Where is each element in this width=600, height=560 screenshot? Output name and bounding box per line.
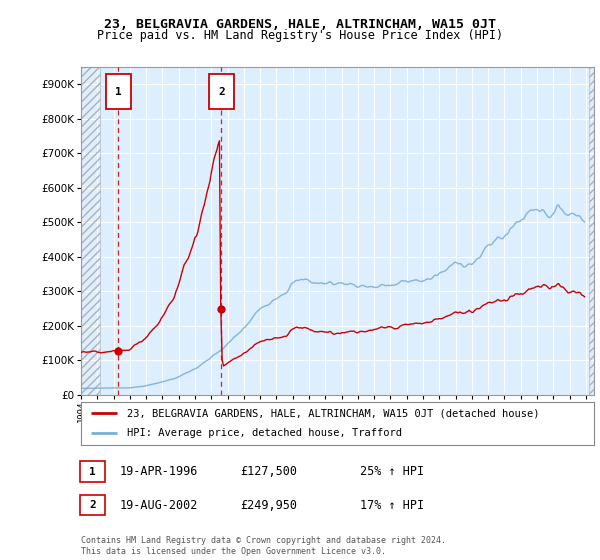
Text: 1: 1 [89,466,96,477]
Text: 17% ↑ HPI: 17% ↑ HPI [360,498,424,512]
Text: 19-APR-1996: 19-APR-1996 [120,465,199,478]
Text: 2: 2 [89,500,96,510]
Text: £127,500: £127,500 [240,465,297,478]
Text: 19-AUG-2002: 19-AUG-2002 [120,498,199,512]
Text: 1: 1 [115,87,122,97]
Text: 25% ↑ HPI: 25% ↑ HPI [360,465,424,478]
Text: 23, BELGRAVIA GARDENS, HALE, ALTRINCHAM, WA15 0JT: 23, BELGRAVIA GARDENS, HALE, ALTRINCHAM,… [104,18,496,31]
Text: Price paid vs. HM Land Registry's House Price Index (HPI): Price paid vs. HM Land Registry's House … [97,29,503,42]
Text: Contains HM Land Registry data © Crown copyright and database right 2024.
This d: Contains HM Land Registry data © Crown c… [81,536,446,556]
FancyBboxPatch shape [106,74,131,109]
FancyBboxPatch shape [209,74,233,109]
Text: 2: 2 [218,87,225,97]
Text: £249,950: £249,950 [240,498,297,512]
Text: 23, BELGRAVIA GARDENS, HALE, ALTRINCHAM, WA15 0JT (detached house): 23, BELGRAVIA GARDENS, HALE, ALTRINCHAM,… [127,408,539,418]
Text: HPI: Average price, detached house, Trafford: HPI: Average price, detached house, Traf… [127,428,402,438]
